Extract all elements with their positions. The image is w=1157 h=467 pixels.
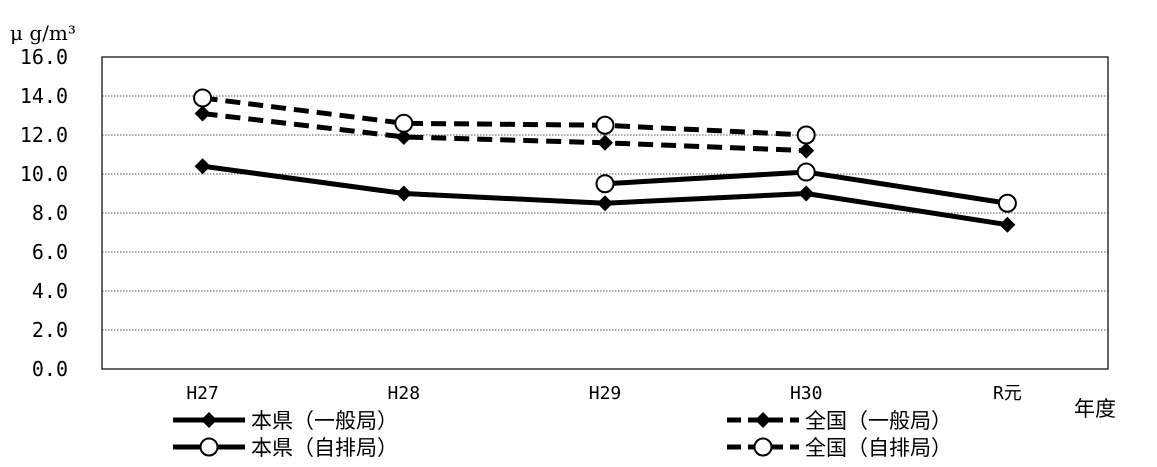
legend-item: 本県（自排局） xyxy=(173,436,398,460)
y-tick-label: 16.0 xyxy=(20,45,68,69)
legend-label: 全国（自排局） xyxy=(805,436,952,460)
series-markers xyxy=(193,88,1017,233)
data-point-0 xyxy=(999,216,1016,233)
x-axis-title: 年度 xyxy=(1074,397,1116,421)
data-point-3 xyxy=(796,125,816,145)
x-tick-label: H27 xyxy=(186,383,219,404)
legend-label: 本県（一般局） xyxy=(251,409,398,433)
x-tick-label: H28 xyxy=(388,383,421,404)
data-point-0 xyxy=(798,185,815,202)
y-tick-label: 2.0 xyxy=(32,318,68,342)
data-point-3 xyxy=(595,115,615,135)
data-point-3 xyxy=(193,88,213,108)
data-point-1 xyxy=(796,162,816,182)
x-tick-label: H29 xyxy=(589,383,622,404)
data-point-3 xyxy=(394,113,414,133)
y-tick-label: 8.0 xyxy=(32,201,68,225)
legend-marker xyxy=(199,437,219,457)
plot-area xyxy=(101,56,1109,370)
x-tick-label: H30 xyxy=(790,383,823,404)
x-tick-label: R元 xyxy=(993,383,1022,404)
data-point-1 xyxy=(997,193,1017,213)
data-point-0 xyxy=(597,195,613,212)
legend-marker xyxy=(755,412,771,428)
data-point-2 xyxy=(395,128,412,145)
legend-item: 本県（一般局） xyxy=(173,409,398,433)
y-tick-label: 12.0 xyxy=(20,123,68,147)
data-point-2 xyxy=(194,105,211,122)
data-point-0 xyxy=(395,185,412,202)
legend-marker xyxy=(753,437,773,457)
y-tick-label: 6.0 xyxy=(32,240,68,264)
data-point-2 xyxy=(597,134,613,151)
y-tick-label: 14.0 xyxy=(20,84,68,108)
y-tick-label: 4.0 xyxy=(32,279,68,303)
legend-marker xyxy=(201,412,217,428)
legend-item: 全国（自排局） xyxy=(727,436,952,460)
legend-label: 全国（一般局） xyxy=(805,409,952,433)
x-axis: H27 H28 H29 H30 R元 xyxy=(186,383,1021,404)
legend-item: 全国（一般局） xyxy=(727,409,952,433)
legend: 本県（一般局） 本県（自排局） 全国（一般局） 全国（自排局） xyxy=(173,409,952,460)
y-axis-unit-label: μ g/m³ xyxy=(10,21,76,45)
y-tick-label: 10.0 xyxy=(20,162,68,186)
series-line-3 xyxy=(202,95,807,138)
data-point-2 xyxy=(798,142,815,159)
y-axis: 0.0 2.0 4.0 6.0 8.0 10.0 12.0 14.0 16.0 xyxy=(20,45,68,381)
series-line-2 xyxy=(202,111,807,154)
data-point-1 xyxy=(595,174,615,194)
legend-label: 本県（自排局） xyxy=(251,436,398,460)
data-point-0 xyxy=(194,158,211,175)
y-tick-label: 0.0 xyxy=(32,357,68,381)
